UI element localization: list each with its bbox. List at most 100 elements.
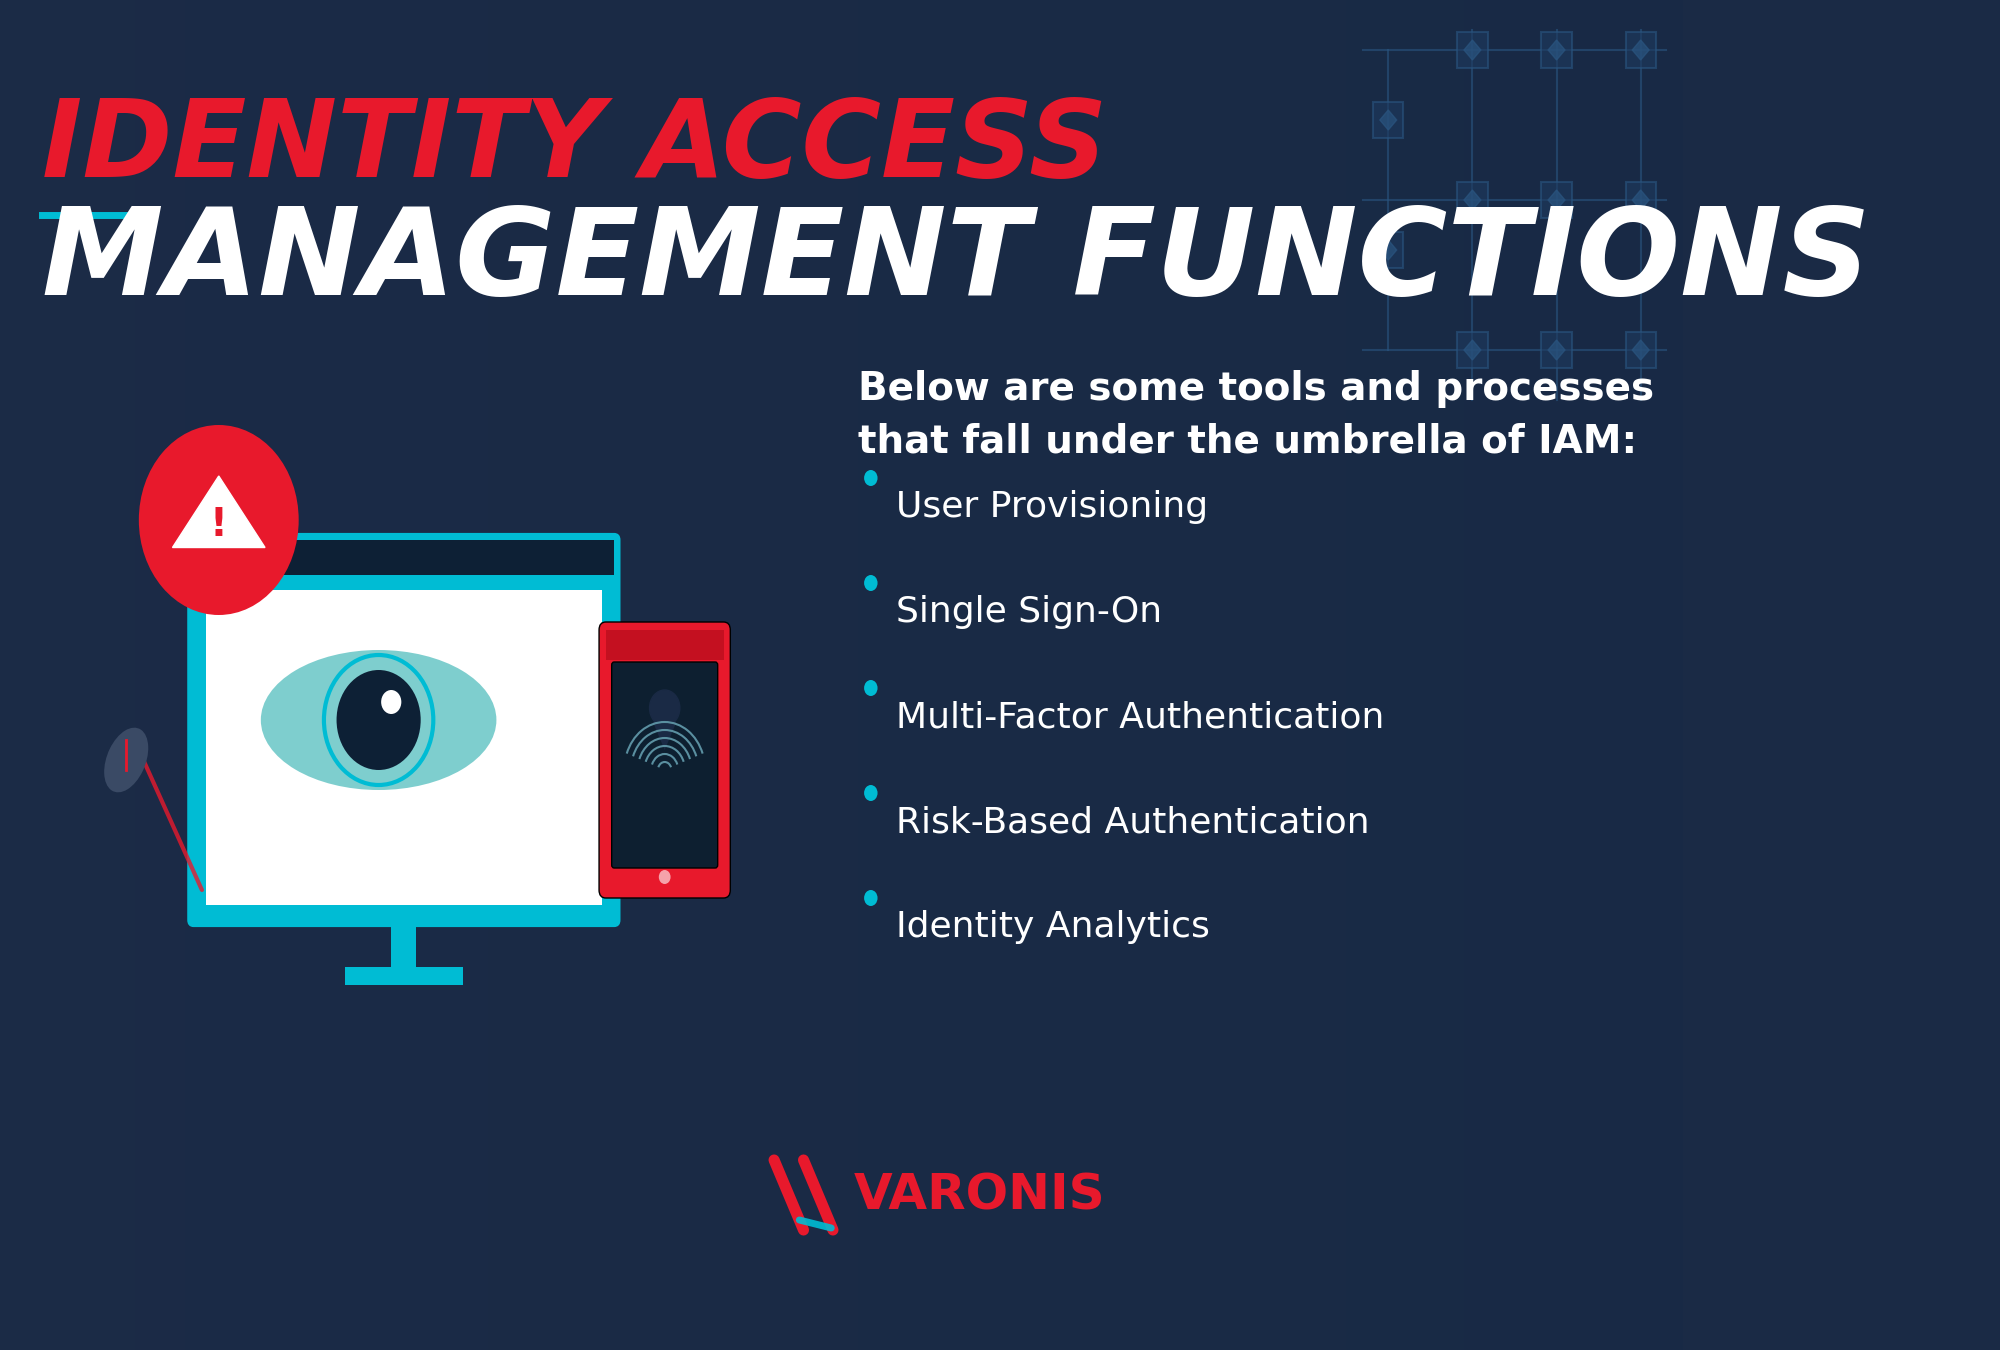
Bar [1178, 0, 1194, 1350]
Bar [758, 0, 774, 1350]
Bar [336, 0, 354, 1350]
Bar [1616, 0, 1632, 1350]
Bar [302, 0, 320, 1350]
Bar [1374, 103, 1404, 138]
Bar [1076, 0, 1094, 1350]
Circle shape [138, 425, 298, 616]
Bar [1162, 0, 1178, 1350]
Bar [1632, 0, 1650, 1350]
Bar [1246, 0, 1262, 1350]
Bar [1626, 182, 1656, 217]
Text: Risk-Based Authentication: Risk-Based Authentication [896, 805, 1370, 838]
Bar [168, 0, 186, 1350]
Bar [606, 0, 622, 1350]
Bar [0, 0, 16, 1350]
Bar [1430, 0, 1448, 1350]
Polygon shape [1380, 109, 1396, 130]
Polygon shape [1464, 40, 1480, 59]
Bar [706, 0, 724, 1350]
Bar [1564, 0, 1582, 1350]
Bar [1598, 0, 1616, 1350]
Bar [1626, 332, 1656, 369]
Bar [648, 643, 682, 649]
FancyBboxPatch shape [190, 535, 618, 925]
Bar [1650, 0, 1666, 1350]
Polygon shape [1548, 340, 1564, 360]
Bar [1346, 0, 1364, 1350]
Bar [68, 0, 84, 1350]
Bar [1026, 0, 1044, 1350]
Bar [1542, 182, 1572, 217]
FancyBboxPatch shape [600, 622, 730, 898]
Polygon shape [1632, 340, 1650, 360]
Bar [842, 0, 858, 1350]
Bar [1458, 32, 1488, 68]
Circle shape [864, 575, 878, 591]
Polygon shape [1632, 190, 1650, 211]
Bar [100, 0, 118, 1350]
Bar [1278, 0, 1296, 1350]
Polygon shape [1632, 40, 1650, 59]
Bar [1666, 0, 1682, 1350]
Bar [1414, 0, 1430, 1350]
Bar [908, 0, 926, 1350]
Bar [152, 0, 168, 1350]
Circle shape [382, 690, 402, 714]
Bar [1380, 0, 1396, 1350]
Bar [926, 0, 942, 1350]
Bar [354, 0, 370, 1350]
Bar [392, 919, 416, 971]
Bar [824, 0, 842, 1350]
Ellipse shape [260, 649, 496, 790]
Bar [34, 0, 50, 1350]
Bar [674, 0, 690, 1350]
Bar [1548, 0, 1564, 1350]
Bar [622, 0, 640, 1350]
Polygon shape [1464, 340, 1480, 360]
Bar [1542, 32, 1572, 68]
Bar [1396, 0, 1414, 1350]
Bar [588, 0, 606, 1350]
Bar [1044, 0, 1060, 1350]
Circle shape [336, 670, 420, 770]
Bar [790, 0, 808, 1350]
Bar [84, 0, 100, 1350]
Text: Below are some tools and processes
that fall under the umbrella of IAM:: Below are some tools and processes that … [858, 370, 1654, 460]
Bar [640, 0, 656, 1350]
Text: IDENTITY ACCESS: IDENTITY ACCESS [42, 95, 1108, 200]
Bar [1296, 0, 1312, 1350]
Circle shape [864, 470, 878, 486]
Bar [992, 0, 1010, 1350]
Bar [556, 0, 572, 1350]
Bar [388, 0, 404, 1350]
Circle shape [658, 869, 670, 884]
Polygon shape [652, 722, 676, 751]
Bar [186, 0, 202, 1350]
Bar [420, 0, 438, 1350]
Bar [1010, 0, 1026, 1350]
Bar [522, 0, 538, 1350]
Bar [286, 0, 302, 1350]
Bar [472, 0, 488, 1350]
Bar [858, 0, 876, 1350]
Bar [1464, 0, 1480, 1350]
Bar [404, 0, 420, 1350]
Text: VARONIS: VARONIS [854, 1170, 1106, 1219]
Bar [438, 0, 454, 1350]
Bar [740, 0, 758, 1350]
Bar [1514, 0, 1532, 1350]
Bar [774, 0, 790, 1350]
Bar [1374, 232, 1404, 269]
Bar [1194, 0, 1212, 1350]
Bar [1312, 0, 1330, 1350]
Bar [1110, 0, 1128, 1350]
Text: Single Sign-On: Single Sign-On [896, 595, 1162, 629]
Bar [320, 0, 336, 1350]
Bar [370, 0, 388, 1350]
Bar [1480, 0, 1498, 1350]
Bar [344, 967, 462, 985]
Bar [960, 0, 976, 1350]
Bar [1542, 332, 1572, 369]
Polygon shape [172, 477, 266, 548]
Bar [690, 0, 706, 1350]
